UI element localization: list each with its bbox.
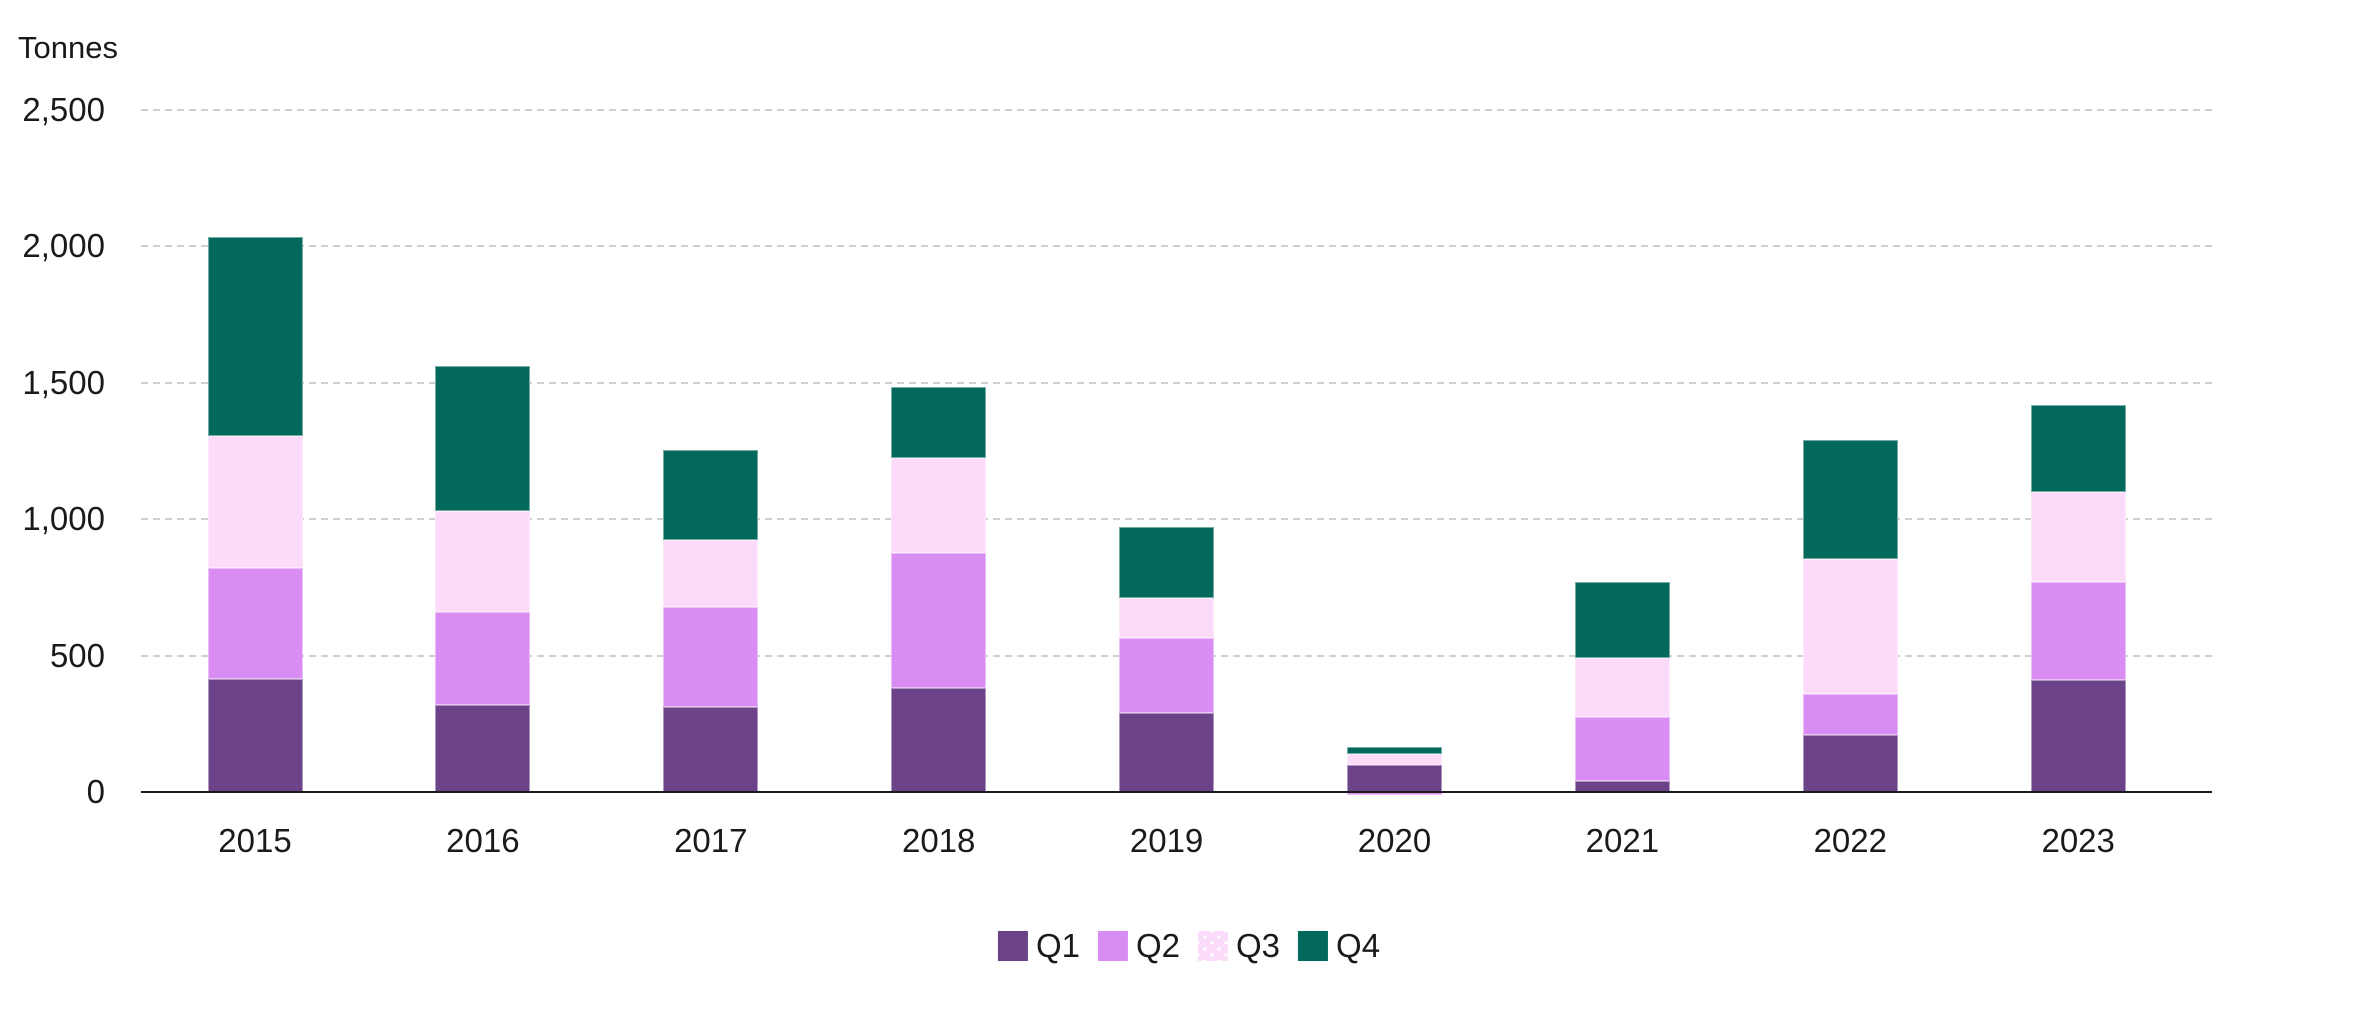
bar-segment-q1-2015[interactable] [207, 678, 303, 792]
bar-segment-q3-2023[interactable] [2030, 491, 2126, 582]
bar-segment-q3-2019[interactable] [1119, 598, 1215, 638]
bar-2018 [891, 110, 987, 792]
legend-swatch-q2 [1097, 931, 1128, 961]
bar-segment-q2-2019[interactable] [1119, 637, 1215, 713]
bar-segment-q3-2017[interactable] [663, 539, 759, 607]
bar-segment-q1-2017[interactable] [663, 707, 759, 792]
bar-segment-q3-2022[interactable] [1802, 558, 1898, 694]
bar-segment-q2-2021[interactable] [1574, 717, 1670, 782]
gridline-1000 [141, 518, 2212, 521]
bar-segment-q4-2015[interactable] [207, 236, 303, 436]
bar-segment-q4-2017[interactable] [663, 449, 759, 540]
bar-segment-q1-2016[interactable] [435, 704, 531, 792]
gridline-2500 [141, 109, 2212, 111]
legend-label-q4: Q4 [1336, 927, 1381, 964]
x-tick-label-2020: 2020 [1357, 822, 1432, 859]
y-tick-label: 1,000 [22, 500, 105, 538]
bar-segment-q1-2019[interactable] [1119, 712, 1215, 792]
bar-segment-q1-2023[interactable] [2030, 680, 2126, 792]
x-tick-label-2019: 2019 [1129, 822, 1204, 859]
bar-segment-q4-2023[interactable] [2030, 404, 2126, 492]
legend-item-q4[interactable]: Q4 [1298, 928, 1380, 964]
x-tick-label-2016: 2016 [446, 822, 520, 859]
bar-2019 [1119, 110, 1215, 792]
bar-segment-q4-2018[interactable] [891, 386, 987, 458]
x-tick-label-2017: 2017 [674, 822, 748, 859]
y-tick-label: 1,500 [22, 363, 105, 401]
bar-segment-q2-2016[interactable] [435, 611, 531, 705]
bar-2022 [1802, 110, 1898, 792]
bar-2017 [663, 110, 759, 792]
x-tick-label-2015: 2015 [218, 822, 292, 859]
gridline-1500 [141, 381, 2212, 384]
bar-segment-q2-2022[interactable] [1802, 693, 1898, 735]
legend: Q1 Q2 Q3 Q4 [997, 927, 1380, 965]
bar-segment-q3-2020[interactable] [1347, 753, 1442, 765]
legend-item-q3[interactable]: Q3 [1198, 928, 1280, 964]
bar-2023 [2030, 110, 2126, 792]
y-tick-label: 2,000 [22, 227, 105, 265]
bar-segment-q2-2017[interactable] [663, 606, 759, 708]
bar-2016 [435, 110, 531, 792]
bar-segment-q4-2019[interactable] [1119, 527, 1215, 599]
x-axis-line [141, 791, 2212, 793]
y-tick-label: 500 [49, 636, 105, 674]
bar-2021 [1574, 110, 1670, 792]
x-tick-label-2018: 2018 [901, 822, 976, 859]
bar-segment-q4-2020[interactable] [1347, 747, 1442, 754]
x-tick-label-2021: 2021 [1585, 822, 1660, 859]
x-tick-label-2023: 2023 [2041, 822, 2115, 859]
gridline-2000 [141, 245, 2212, 248]
legend-item-q2[interactable]: Q2 [1097, 927, 1180, 964]
bar-segment-q3-2016[interactable] [435, 511, 531, 612]
bar-2015 [207, 110, 303, 792]
legend-swatch-q1 [997, 931, 1028, 961]
bar-segment-q2-2018[interactable] [891, 553, 987, 689]
legend-swatch-q3 [1198, 931, 1228, 961]
bar-segment-q1-2022[interactable] [1802, 734, 1898, 792]
bar-segment-q4-2016[interactable] [435, 366, 531, 512]
bar-segment-q2-2015[interactable] [207, 568, 303, 679]
bar-segment-q3-2015[interactable] [207, 436, 303, 569]
bar-segment-q1-2020[interactable] [1347, 764, 1442, 792]
y-tick-label: 2,500 [22, 91, 105, 128]
bar-segment-q4-2021[interactable] [1574, 581, 1670, 659]
bar-segment-q2-2023[interactable] [2030, 581, 2126, 681]
bar-2020 [1347, 110, 1442, 795]
plot-area [141, 109, 2212, 795]
legend-label-q3: Q3 [1236, 927, 1281, 964]
y-axis-unit-label: Tonnes [18, 30, 118, 65]
legend-item-q1[interactable]: Q1 [997, 927, 1080, 964]
bar-segment-q3-2021[interactable] [1574, 658, 1670, 717]
bar-segment-q3-2018[interactable] [891, 457, 987, 554]
x-tick-label-2022: 2022 [1813, 822, 1887, 859]
bar-segment-q1-2018[interactable] [891, 688, 987, 792]
legend-swatch-q4 [1298, 931, 1329, 961]
legend-label-q2: Q2 [1135, 927, 1180, 964]
bar-segment-q4-2022[interactable] [1802, 440, 1898, 559]
y-tick-label: 0 [86, 773, 105, 810]
legend-label-q1: Q1 [1035, 927, 1080, 964]
